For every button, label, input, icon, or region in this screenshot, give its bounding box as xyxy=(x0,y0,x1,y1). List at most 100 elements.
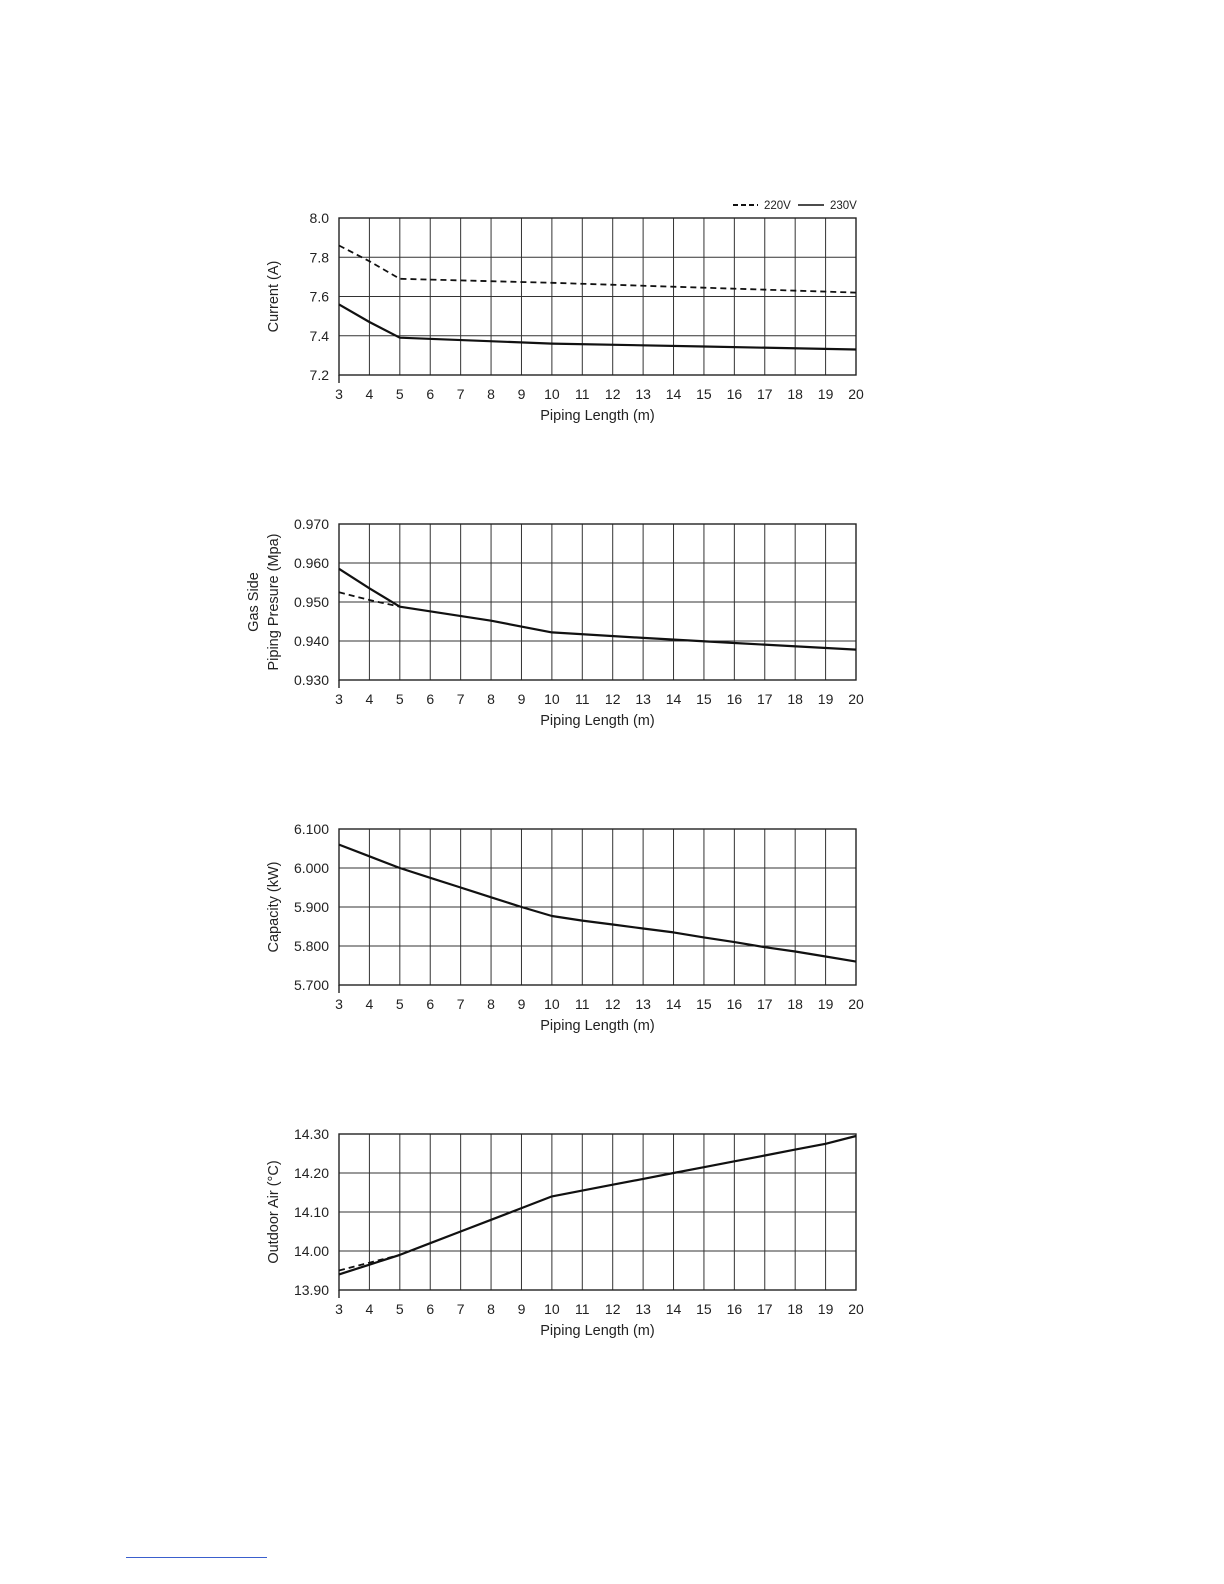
x-tick-label: 4 xyxy=(366,386,374,402)
x-tick-label: 18 xyxy=(787,996,803,1012)
x-tick-label: 20 xyxy=(848,996,864,1012)
plot-frame xyxy=(338,523,857,681)
y-tick-label: 6.100 xyxy=(294,821,329,837)
y-tick-label: 13.90 xyxy=(294,1282,329,1298)
x-tick-label: 5 xyxy=(396,996,404,1012)
x-tick-label: 12 xyxy=(605,996,621,1012)
chart-3: 3 4 5 6 7 8 9 10 11 12 13 14 15 16 17 18 19 20 5.700 5.800 5… xyxy=(266,821,864,1034)
x-tick-label: 12 xyxy=(605,386,621,402)
y-tick-label: 14.30 xyxy=(294,1126,329,1142)
x-tick-label: 14 xyxy=(666,1301,682,1317)
x-tick-label: 18 xyxy=(787,1301,803,1317)
x-tick-label: 8 xyxy=(487,996,495,1012)
plot-frame xyxy=(338,828,857,986)
footnote-rule xyxy=(126,1557,267,1558)
x-tick-label: 4 xyxy=(366,691,374,707)
x-tick-label: 13 xyxy=(635,1301,651,1317)
x-tick-label: 11 xyxy=(575,386,590,402)
y-axis-label: Piping Presure (Mpa) xyxy=(266,534,282,671)
x-tick-label: 9 xyxy=(518,996,526,1012)
x-tick-label: 17 xyxy=(757,691,773,707)
x-tick-label: 10 xyxy=(544,691,560,707)
y-tick-label: 5.900 xyxy=(294,899,329,915)
plot-frame xyxy=(338,1133,857,1291)
x-tick-label: 15 xyxy=(696,996,712,1012)
x-tick-label: 14 xyxy=(666,691,682,707)
legend-label: 230V xyxy=(830,200,857,212)
series-line-220V xyxy=(338,244,857,294)
x-tick-label: 12 xyxy=(605,1301,621,1317)
x-tick-label: 13 xyxy=(635,386,651,402)
x-tick-label: 3 xyxy=(335,386,343,402)
x-tick-label: 4 xyxy=(366,996,374,1012)
y-tick-label: 7.4 xyxy=(310,328,330,344)
x-tick-label: 15 xyxy=(696,691,712,707)
legend-label: 220V xyxy=(764,200,791,212)
series-line-230V xyxy=(338,1134,857,1276)
x-tick-label: 15 xyxy=(696,386,712,402)
y-tick-label: 0.930 xyxy=(294,672,329,688)
y-tick-label: 14.10 xyxy=(294,1204,329,1220)
x-tick-label: 6 xyxy=(426,996,434,1012)
y-axis-label: Capacity (kW) xyxy=(266,861,282,952)
legend: 220V 230V xyxy=(733,200,857,212)
chart-1: 3 4 5 6 7 8 9 10 11 12 13 14 15 16 17 18 19 20 7.2 7.4 7.6 7.… xyxy=(266,210,864,424)
x-tick-label: 9 xyxy=(518,386,526,402)
y-tick-label: 7.2 xyxy=(310,367,330,383)
x-tick-label: 16 xyxy=(727,386,743,402)
x-tick-label: 6 xyxy=(426,386,434,402)
x-tick-label: 19 xyxy=(818,386,834,402)
y-tick-label: 0.950 xyxy=(294,594,329,610)
series-line-230V xyxy=(338,567,857,651)
x-tick-label: 17 xyxy=(757,996,773,1012)
x-axis-label: Piping Length (m) xyxy=(540,1323,654,1339)
x-tick-label: 10 xyxy=(544,996,560,1012)
y-tick-label: 0.960 xyxy=(294,555,329,571)
x-tick-label: 13 xyxy=(635,691,651,707)
y-tick-label: 8.0 xyxy=(310,210,330,226)
x-tick-label: 14 xyxy=(666,386,682,402)
plot-frame xyxy=(338,217,857,376)
x-tick-label: 6 xyxy=(426,1301,434,1317)
series-line-230V xyxy=(338,843,857,963)
y-tick-label: 5.700 xyxy=(294,977,329,993)
x-tick-label: 15 xyxy=(696,1301,712,1317)
y-axis-label: Outdoor Air (°C) xyxy=(266,1160,282,1263)
x-tick-label: 12 xyxy=(605,691,621,707)
x-tick-label: 16 xyxy=(727,1301,743,1317)
x-tick-label: 5 xyxy=(396,691,404,707)
series-line-230V xyxy=(338,303,857,351)
y-tick-label: 5.800 xyxy=(294,938,329,954)
x-tick-label: 19 xyxy=(818,691,834,707)
series-line-220V xyxy=(338,591,400,608)
x-tick-label: 19 xyxy=(818,1301,834,1317)
x-tick-label: 16 xyxy=(727,691,743,707)
chart-2: 3 4 5 6 7 8 9 10 11 12 13 14 15 16 17 18 19 20 0.930 0.940 0… xyxy=(246,516,864,729)
y-axis-label: Current (A) xyxy=(266,261,282,333)
x-tick-label: 13 xyxy=(635,996,651,1012)
x-tick-label: 7 xyxy=(457,1301,465,1317)
x-tick-label: 5 xyxy=(396,386,404,402)
x-axis-label: Piping Length (m) xyxy=(540,1018,654,1034)
x-tick-label: 10 xyxy=(544,1301,560,1317)
y-tick-label: 0.970 xyxy=(294,516,329,532)
y-tick-label: 6.000 xyxy=(294,860,329,876)
y-tick-label: 14.00 xyxy=(294,1243,329,1259)
y-tick-label: 14.20 xyxy=(294,1165,329,1181)
x-tick-label: 8 xyxy=(487,691,495,707)
x-tick-label: 11 xyxy=(575,691,590,707)
x-tick-label: 11 xyxy=(575,1301,590,1317)
x-tick-label: 6 xyxy=(426,691,434,707)
y-tick-label: 0.940 xyxy=(294,633,329,649)
y-tick-label: 7.6 xyxy=(310,289,330,305)
x-tick-label: 16 xyxy=(727,996,743,1012)
x-tick-label: 20 xyxy=(848,1301,864,1317)
x-tick-label: 3 xyxy=(335,996,343,1012)
x-tick-label: 20 xyxy=(848,691,864,707)
x-tick-label: 18 xyxy=(787,386,803,402)
x-tick-label: 7 xyxy=(457,996,465,1012)
x-tick-label: 3 xyxy=(335,691,343,707)
y-tick-label: 7.8 xyxy=(310,249,330,265)
chart-4: 3 4 5 6 7 8 9 10 11 12 13 14 15 16 17 18 19 20 13.90 14.00 1… xyxy=(266,1126,864,1339)
